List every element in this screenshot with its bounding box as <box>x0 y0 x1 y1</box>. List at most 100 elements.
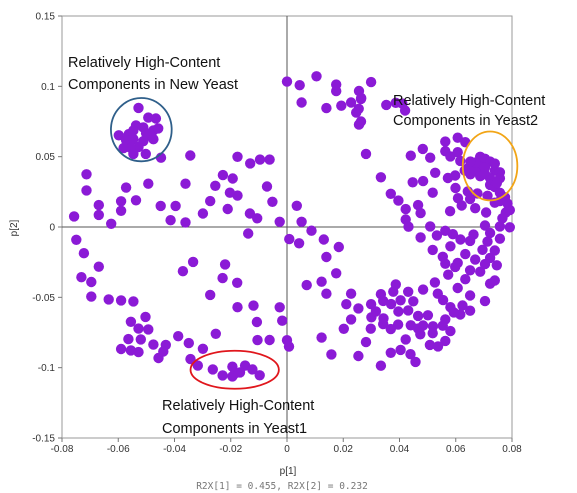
data-point <box>399 105 411 116</box>
data-point <box>403 221 414 232</box>
data-point <box>345 97 357 108</box>
data-point <box>128 296 139 307</box>
data-point <box>125 316 137 327</box>
data-point <box>217 272 228 284</box>
data-point <box>274 302 285 313</box>
data-point <box>450 182 461 194</box>
data-point <box>395 295 406 306</box>
data-point <box>261 181 273 192</box>
data-point <box>400 203 411 215</box>
data-point <box>345 314 357 325</box>
data-point <box>316 276 327 287</box>
data-point <box>93 209 105 221</box>
data-point <box>123 333 134 345</box>
x-tick-label: -0.06 <box>107 444 130 455</box>
data-point <box>445 241 456 252</box>
data-point <box>217 370 228 381</box>
data-point <box>165 215 176 226</box>
data-point <box>294 80 305 91</box>
data-point <box>224 187 236 198</box>
data-point <box>499 192 511 203</box>
ellipse-yeast2 <box>461 130 519 202</box>
data-point <box>306 225 317 236</box>
data-point <box>158 346 169 357</box>
data-point <box>118 142 129 154</box>
data-point <box>71 234 82 245</box>
data-point <box>68 211 80 222</box>
data-point <box>395 344 406 356</box>
y-tick-label: 0.15 <box>36 12 56 23</box>
data-point <box>187 256 199 268</box>
data-point <box>115 196 127 207</box>
data-point <box>464 193 476 205</box>
annotation-yeast1-line2: Components in Yeast1 <box>162 421 307 437</box>
data-point <box>460 137 471 148</box>
x-tick-label: -0.02 <box>219 444 242 455</box>
x-tick-label: -0.08 <box>51 444 74 455</box>
data-point <box>479 169 491 180</box>
x-axis-label: p[1] <box>280 466 297 477</box>
y-axis-label: p[2] <box>9 219 20 236</box>
data-point <box>412 310 424 322</box>
data-point <box>338 323 349 334</box>
x-tick-label: 0.02 <box>334 444 354 455</box>
data-point <box>180 217 191 228</box>
data-point <box>232 151 243 162</box>
data-point <box>378 295 389 307</box>
data-point <box>491 260 502 271</box>
annotation-yeast1-line1: Relatively High-Content <box>162 398 314 414</box>
y-tick-label: 0.05 <box>36 152 56 163</box>
data-point <box>252 213 263 224</box>
data-point <box>120 182 132 193</box>
data-point <box>341 299 352 310</box>
data-point <box>427 187 438 198</box>
data-point <box>385 188 396 199</box>
data-point <box>264 334 275 346</box>
data-point <box>296 97 307 108</box>
data-point <box>494 221 506 232</box>
data-point <box>356 92 367 104</box>
data-point <box>296 216 307 227</box>
data-point <box>128 148 139 160</box>
data-point <box>173 331 184 342</box>
data-point <box>417 175 429 187</box>
data-point <box>336 100 347 111</box>
data-point <box>456 200 467 211</box>
data-point <box>484 278 496 289</box>
data-point <box>464 290 476 301</box>
data-point <box>393 195 404 206</box>
data-point <box>412 323 424 334</box>
data-point <box>353 350 364 362</box>
data-point <box>385 298 397 310</box>
data-point <box>417 284 429 295</box>
data-point <box>410 356 421 368</box>
data-point <box>479 258 491 270</box>
data-point <box>148 339 159 350</box>
x-tick-label: 0.08 <box>502 444 522 455</box>
data-point <box>81 169 92 180</box>
data-point <box>318 234 329 245</box>
data-point <box>316 332 327 343</box>
data-point <box>445 325 456 337</box>
data-point <box>415 207 426 219</box>
data-point <box>93 199 105 211</box>
data-point <box>431 230 443 241</box>
data-point <box>106 218 117 229</box>
data-point <box>437 294 449 306</box>
data-point <box>422 310 434 321</box>
data-point <box>281 76 293 87</box>
data-point <box>353 119 365 130</box>
data-point <box>405 349 416 360</box>
data-point <box>470 203 481 214</box>
annotation-new-yeast-line2: Components in New Yeast <box>68 77 238 93</box>
data-point <box>227 173 238 184</box>
data-point <box>489 245 500 256</box>
data-point <box>248 300 259 311</box>
data-point <box>155 200 166 212</box>
data-point <box>427 244 438 256</box>
data-point <box>457 300 468 311</box>
data-point <box>115 295 127 306</box>
data-point <box>143 324 154 335</box>
annotation-yeast2-line2: Components in Yeast2 <box>393 113 538 129</box>
ellipse-new-yeast <box>110 97 173 163</box>
